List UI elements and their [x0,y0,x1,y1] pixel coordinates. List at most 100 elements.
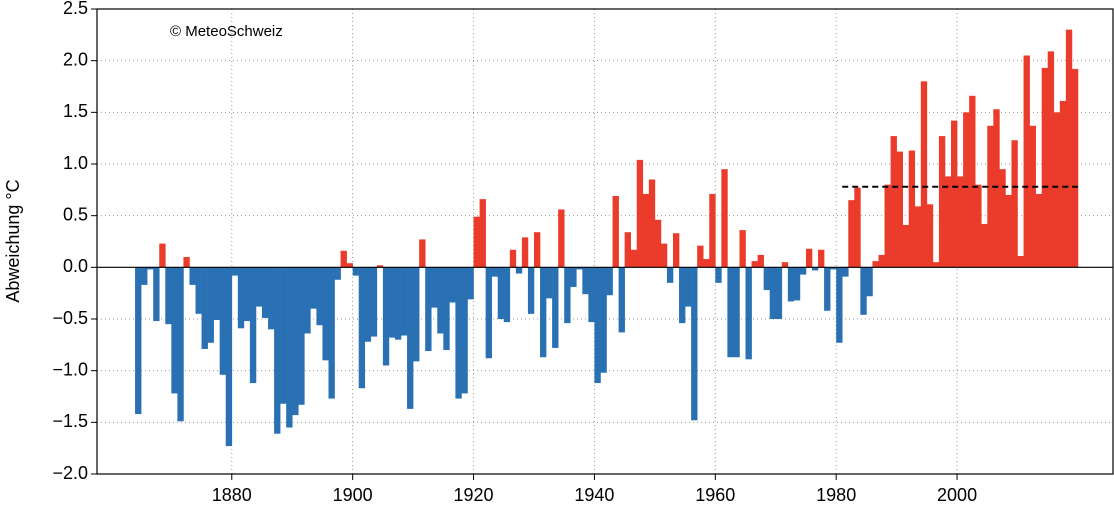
x-tick-label: 1940 [574,485,614,505]
bar [413,267,420,362]
x-tick-label: 1880 [212,485,252,505]
bar [703,259,710,268]
bar [286,267,293,428]
bar [546,267,553,299]
bar [648,179,656,268]
bar [509,249,517,268]
bar [618,267,625,333]
bar [231,267,239,276]
bar [1047,51,1055,268]
bar [165,267,172,325]
bar [969,95,976,268]
bar [672,233,680,268]
bar [866,267,873,297]
bar [624,232,631,268]
bar [709,193,716,268]
bar [183,257,190,268]
bar [660,243,668,268]
bar [606,267,613,296]
x-tick-label: 2000 [937,485,977,505]
bar [249,267,257,384]
bar [346,263,353,268]
bar [237,267,245,329]
bar [262,267,269,318]
bar [159,243,166,268]
bar [310,267,317,309]
bar [394,267,402,340]
bar [177,267,184,422]
bar [304,267,311,334]
bar [848,200,855,268]
bar [1011,140,1018,268]
bar [787,267,795,302]
y-tick-label: −1.5 [52,411,88,431]
bar [473,216,480,268]
bar [213,267,220,321]
bar [938,136,946,268]
bar [485,267,492,359]
bar [884,184,891,268]
y-tick-label: 2.0 [63,49,88,69]
bar [527,267,535,314]
y-tick-label: 1.0 [63,153,88,173]
y-tick-label: −0.5 [52,308,88,328]
bar [147,267,154,270]
bar [195,267,202,314]
bar [951,120,958,268]
bar [1017,255,1024,268]
bar [461,267,468,394]
bar [860,267,867,315]
y-tick-label: 1.5 [63,101,88,121]
bar [654,219,662,268]
bar [135,267,142,415]
bar [793,267,801,301]
bar [431,267,438,308]
bar [219,267,227,375]
y-tick-label: 0.5 [63,204,88,224]
bar [999,169,1006,268]
bar [914,206,922,268]
bar [612,196,619,268]
bar [515,267,523,274]
bar [600,267,607,373]
bar [896,151,903,268]
y-tick-label: −1.0 [52,359,88,379]
bar [364,267,372,342]
bar [388,267,396,338]
bar [902,224,910,268]
bar [358,267,366,389]
annotation: © MeteoSchweiz [170,23,283,40]
bar [830,267,837,270]
y-tick-label: 0.0 [63,256,88,276]
bar [521,237,529,268]
bar [890,136,897,268]
bar [268,267,275,330]
bar [944,176,952,268]
y-axis-label: Abweichung °C [3,179,23,302]
bar [685,267,692,307]
bar [733,267,740,358]
bar [1035,193,1042,268]
bar [957,176,964,268]
bar [920,81,928,268]
bar [1053,112,1061,268]
bar [564,267,571,324]
bar [691,267,698,421]
bar [908,150,916,268]
bar [987,125,994,268]
bar [401,267,408,336]
bar [1029,125,1036,268]
bar [570,267,577,287]
bar [207,267,214,343]
bar [751,261,758,268]
bar [715,267,722,283]
y-tick-label: −2.0 [52,463,88,483]
x-tick-label: 1960 [695,485,735,505]
bar [594,267,601,384]
bar [189,267,196,285]
bar [679,267,686,324]
bar [1059,100,1067,268]
bar [878,254,885,268]
bar [588,267,595,323]
